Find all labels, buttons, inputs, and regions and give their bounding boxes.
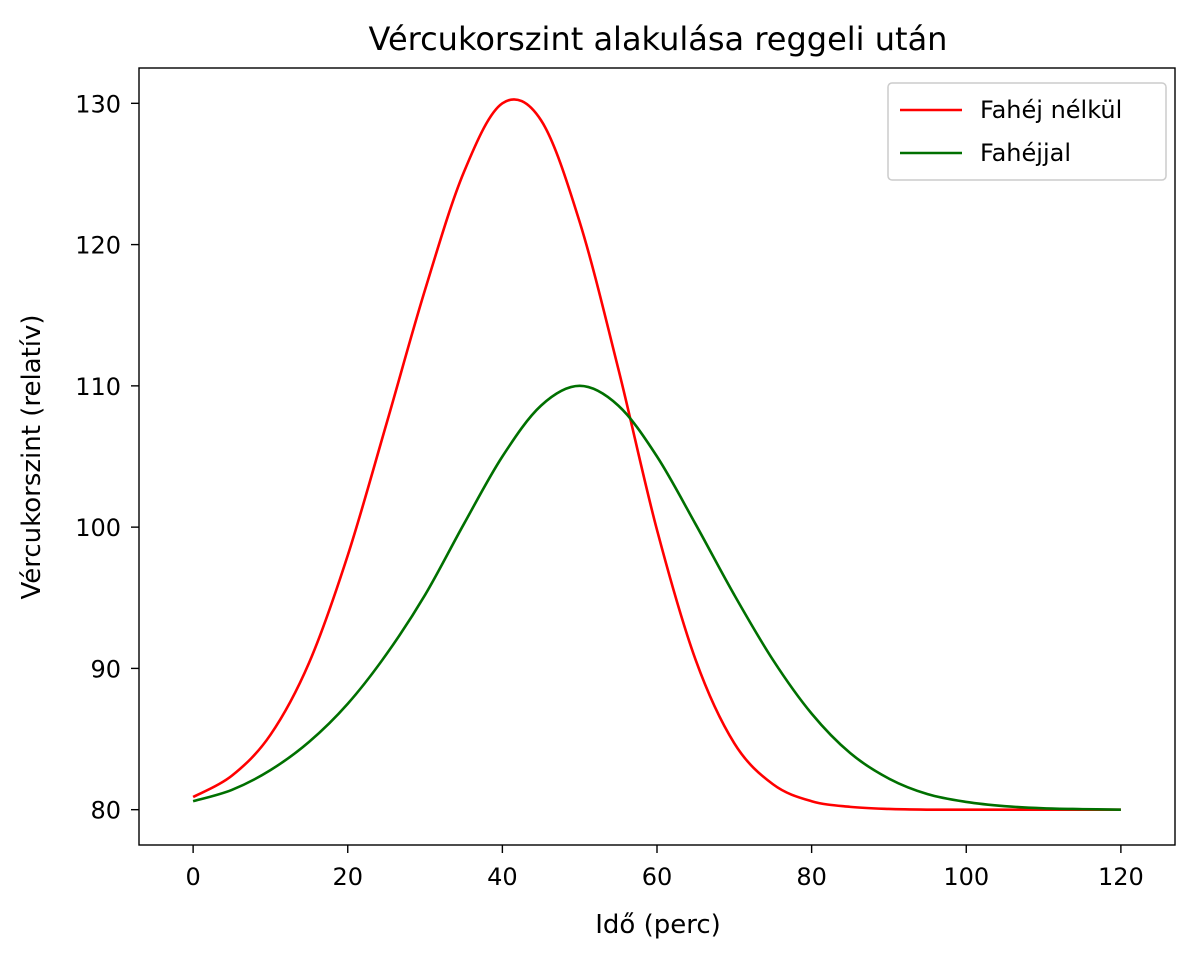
y-tick-label: 120 [75, 232, 121, 260]
x-tick-label: 120 [1098, 863, 1144, 891]
legend-label-fahejjal: Fahéjjal [980, 139, 1071, 167]
y-axis-ticks: 80 90 100 110 120 130 [75, 90, 139, 825]
x-tick-label: 20 [332, 863, 363, 891]
y-tick-label: 100 [75, 514, 121, 542]
x-tick-label: 60 [642, 863, 673, 891]
legend: Fahéj nélkül Fahéjjal [887, 82, 1167, 181]
y-tick-label: 80 [90, 797, 121, 825]
y-tick-label: 90 [90, 655, 121, 683]
y-axis-label: Vércukorszint (relatív) [17, 314, 47, 599]
x-tick-label: 100 [943, 863, 989, 891]
series-lines [192, 98, 1121, 812]
legend-label-fahej-nelkul: Fahéj nélkül [980, 96, 1122, 124]
legend-box [887, 82, 1167, 181]
x-tick-label: 40 [487, 863, 518, 891]
series-line-fahej-nelkul [192, 98, 1121, 812]
y-tick-label: 110 [75, 373, 121, 401]
chart-title: Vércukorszint alakulása reggeli után [369, 20, 948, 58]
x-axis-label: Idő (perc) [595, 910, 721, 940]
x-axis-ticks: 0 20 40 60 80 100 120 [185, 845, 1144, 891]
x-tick-label: 0 [185, 863, 200, 891]
y-tick-label: 130 [75, 90, 121, 118]
x-tick-label: 80 [796, 863, 827, 891]
series-line-fahejjal [192, 384, 1121, 811]
